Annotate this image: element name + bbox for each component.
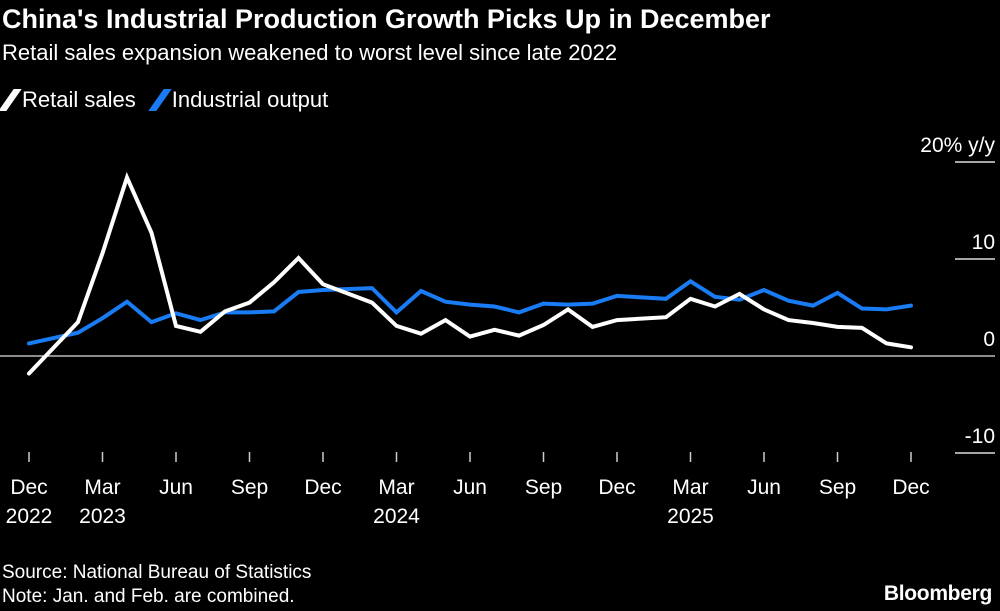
x-tick-label: Sep [231,476,268,499]
legend: Retail sales Industrial output [0,87,329,113]
y-tick-label: 0 [983,328,995,351]
x-tick-label: Dec [304,476,341,499]
x-tick-label: Dec [10,476,47,499]
y-tick-label: 10 [972,231,995,254]
chart-subtitle: Retail sales expansion weakened to worst… [2,40,618,65]
source-note: Source: National Bureau of Statistics [2,562,312,583]
x-tick-label: Sep [819,476,856,499]
footnote: Note: Jan. and Feb. are combined. [2,586,295,607]
legend-item-retail-sales: Retail sales [0,87,136,113]
x-tick-label: Jun [747,476,781,499]
legend-label: Industrial output [171,87,329,112]
x-tick-label: Mar [378,476,414,499]
chart-title: China's Industrial Production Growth Pic… [2,4,771,34]
x-tick-label: Jun [159,476,193,499]
x-tick-year: 2023 [79,505,126,528]
x-tick-label: Sep [525,476,562,499]
x-tick-label: Dec [892,476,929,499]
x-tick-year: 2025 [667,505,714,528]
footer: Source: National Bureau of Statistics No… [2,561,311,609]
bloomberg-logo: Bloomberg [883,582,992,605]
x-tick-label: Mar [84,476,120,499]
y-tick-label: 20% y/y [920,134,995,157]
x-tick-year: 2024 [373,505,420,528]
series-line-industrial-output [27,278,913,346]
series-line-retail-sales [27,171,913,376]
legend-label: Retail sales [22,87,136,112]
x-tick-label: Jun [453,476,487,499]
legend-item-industrial-output: Industrial output [148,87,329,113]
x-tick-label: Mar [672,476,708,499]
y-tick-label: -10 [965,425,995,448]
x-tick-year: 2022 [6,505,53,528]
x-tick-label: Dec [598,476,635,499]
